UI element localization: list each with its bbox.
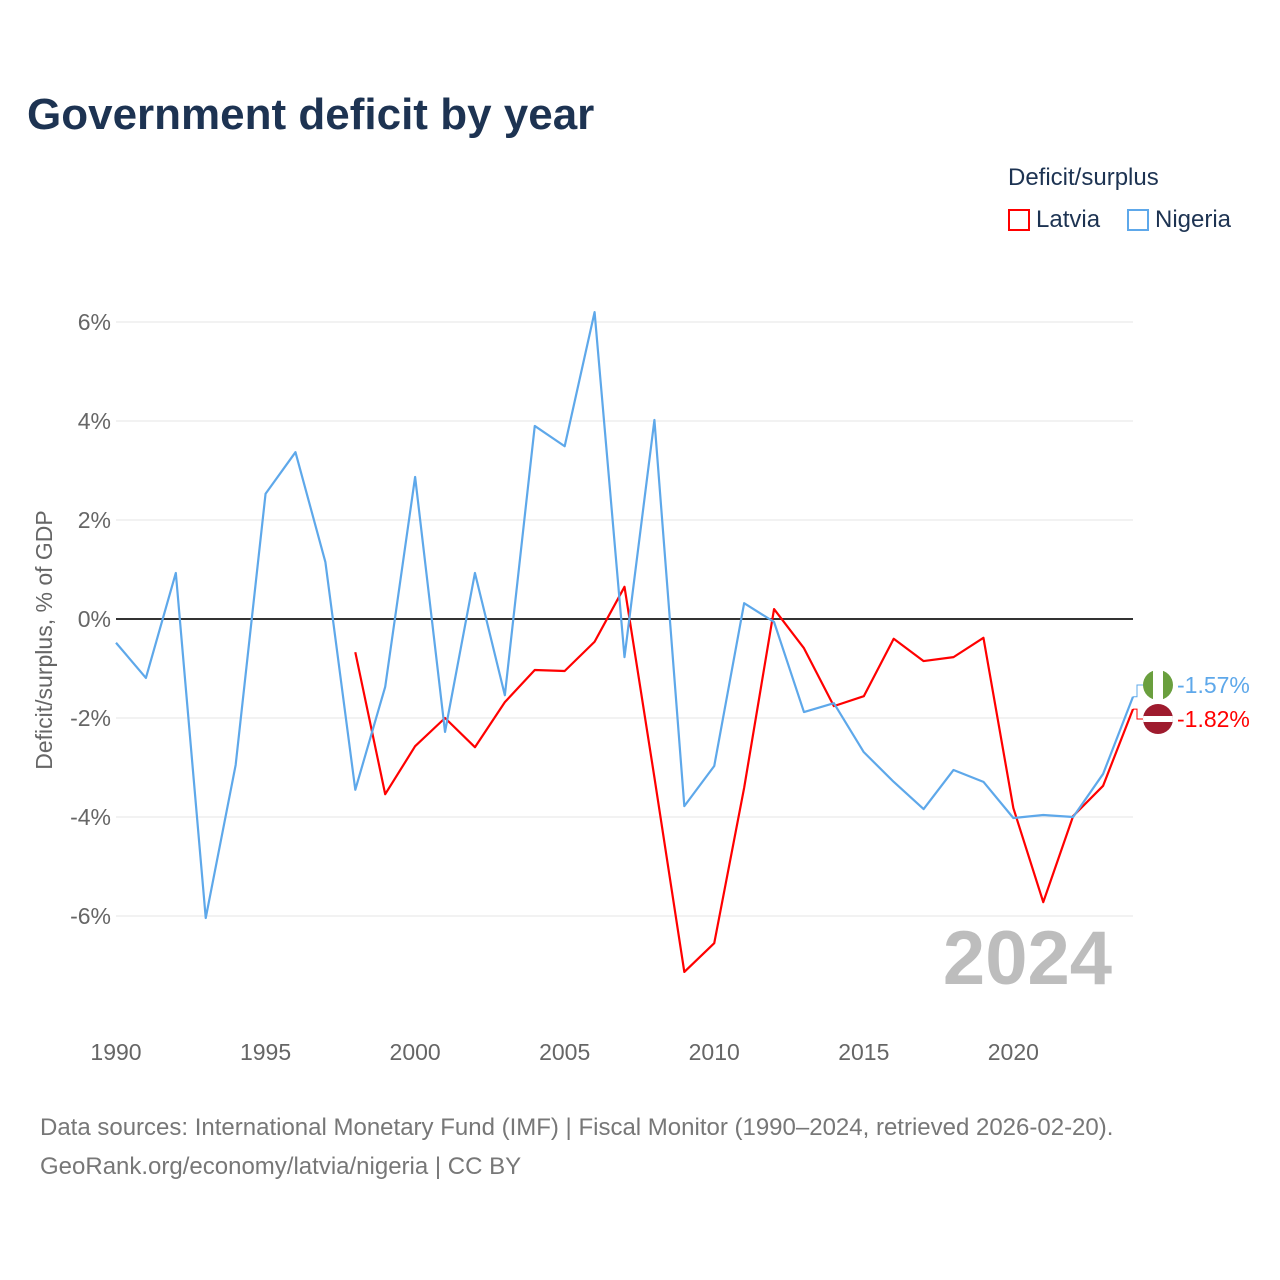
data-point-nigeria[interactable] — [832, 701, 836, 705]
data-point-nigeria[interactable] — [742, 601, 746, 605]
data-point-latvia[interactable] — [503, 700, 507, 704]
data-point-nigeria[interactable] — [712, 764, 716, 768]
data-point-nigeria[interactable] — [353, 788, 357, 792]
data-point-latvia[interactable] — [1041, 900, 1045, 904]
data-point-nigeria[interactable] — [174, 571, 178, 575]
data-point-nigeria[interactable] — [204, 916, 208, 920]
data-point-nigeria[interactable] — [802, 710, 806, 714]
end-label-connector — [1133, 684, 1143, 698]
data-point-nigeria[interactable] — [473, 571, 477, 575]
data-point-latvia[interactable] — [533, 668, 537, 672]
y-tick-label: 2% — [78, 507, 111, 533]
y-axis-label: Deficit/surplus, % of GDP — [31, 510, 57, 769]
y-tick-label: -4% — [70, 804, 111, 830]
data-point-nigeria[interactable] — [772, 620, 776, 624]
x-tick-label: 2005 — [539, 1039, 590, 1065]
nigeria-flag-icon — [1143, 670, 1173, 700]
data-point-latvia[interactable] — [862, 694, 866, 698]
legend-swatch-nigeria — [1127, 209, 1149, 231]
data-point-nigeria[interactable] — [922, 807, 926, 811]
chart-title: Government deficit by year — [27, 90, 595, 139]
source-line-2[interactable]: GeoRank.org/economy/latvia/nigeria | CC … — [40, 1153, 522, 1180]
data-point-latvia[interactable] — [413, 744, 417, 748]
data-point-latvia[interactable] — [981, 636, 985, 640]
data-point-latvia[interactable] — [712, 941, 716, 945]
data-point-latvia[interactable] — [922, 659, 926, 663]
y-tick-label: 6% — [78, 309, 111, 335]
data-point-latvia[interactable] — [353, 650, 357, 654]
data-point-nigeria[interactable] — [892, 780, 896, 784]
x-tick-label: 1990 — [90, 1039, 141, 1065]
legend-item-latvia[interactable]: Latvia — [1008, 206, 1100, 234]
legend-title: Deficit/surplus — [1008, 164, 1159, 191]
data-point-nigeria[interactable] — [1071, 815, 1075, 819]
data-point-nigeria[interactable] — [234, 763, 238, 767]
data-point-nigeria[interactable] — [1041, 813, 1045, 817]
data-point-nigeria[interactable] — [1011, 816, 1015, 820]
data-point-nigeria[interactable] — [443, 730, 447, 734]
data-point-nigeria[interactable] — [952, 768, 956, 772]
data-point-latvia[interactable] — [772, 607, 776, 611]
x-tick-label: 2000 — [390, 1039, 441, 1065]
data-point-nigeria[interactable] — [981, 780, 985, 784]
data-point-nigeria[interactable] — [293, 450, 297, 454]
x-tick-label: 2010 — [689, 1039, 740, 1065]
series-line-latvia[interactable] — [354, 585, 1135, 974]
y-tick-label: -2% — [70, 705, 111, 731]
series-line-nigeria[interactable] — [115, 311, 1135, 920]
data-point-nigeria[interactable] — [503, 693, 507, 697]
data-point-latvia[interactable] — [563, 669, 567, 673]
year-watermark: 2024 — [943, 916, 1112, 1001]
data-point-latvia[interactable] — [652, 775, 656, 779]
latvia-end-label: -1.82% — [1177, 706, 1250, 732]
x-tick-label: 1995 — [240, 1039, 291, 1065]
data-point-nigeria[interactable] — [114, 641, 118, 645]
x-tick-label: 2020 — [988, 1039, 1039, 1065]
data-point-latvia[interactable] — [892, 637, 896, 641]
data-point-latvia[interactable] — [952, 655, 956, 659]
nigeria-end-label: -1.57% — [1177, 672, 1250, 698]
data-point-nigeria[interactable] — [563, 444, 567, 448]
data-point-latvia[interactable] — [742, 786, 746, 790]
data-point-nigeria[interactable] — [264, 492, 268, 496]
x-tick-label: 2015 — [838, 1039, 889, 1065]
data-point-nigeria[interactable] — [1101, 772, 1105, 776]
data-point-latvia[interactable] — [383, 792, 387, 796]
source-note: Data sources: International Monetary Fun… — [40, 1108, 1113, 1186]
data-point-nigeria[interactable] — [623, 655, 627, 659]
data-point-nigeria[interactable] — [652, 418, 656, 422]
y-tick-label: 4% — [78, 408, 111, 434]
y-tick-label: 0% — [78, 606, 111, 632]
data-point-latvia[interactable] — [1101, 784, 1105, 788]
data-point-nigeria[interactable] — [533, 424, 537, 428]
data-point-nigeria[interactable] — [593, 310, 597, 314]
data-point-nigeria[interactable] — [323, 560, 327, 564]
y-tick-label: -6% — [70, 903, 111, 929]
data-point-nigeria[interactable] — [144, 676, 148, 680]
data-point-nigeria[interactable] — [682, 804, 686, 808]
data-point-nigeria[interactable] — [862, 750, 866, 754]
data-point-latvia[interactable] — [802, 646, 806, 650]
end-label-connector — [1133, 708, 1143, 720]
legend-label-latvia: Latvia — [1036, 206, 1101, 233]
data-point-latvia[interactable] — [682, 970, 686, 974]
data-point-nigeria[interactable] — [413, 475, 417, 479]
legend-swatch-latvia — [1008, 209, 1030, 231]
source-line-1: Data sources: International Monetary Fun… — [40, 1114, 1114, 1141]
data-point-nigeria[interactable] — [383, 685, 387, 689]
data-point-latvia[interactable] — [1011, 806, 1015, 810]
data-point-latvia[interactable] — [623, 585, 627, 589]
legend-label-nigeria: Nigeria — [1155, 206, 1232, 233]
data-point-latvia[interactable] — [593, 640, 597, 644]
latvia-flag-icon — [1143, 704, 1173, 734]
data-point-latvia[interactable] — [473, 745, 477, 749]
legend-item-nigeria[interactable]: Nigeria — [1127, 206, 1231, 234]
